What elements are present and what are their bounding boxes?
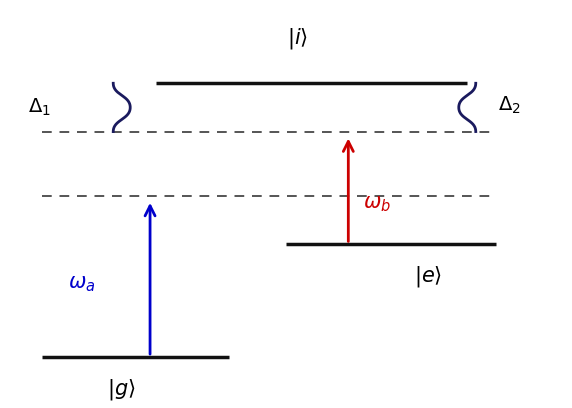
Text: $\omega_b$: $\omega_b$ xyxy=(363,194,391,214)
Text: $\omega_a$: $\omega_a$ xyxy=(68,275,96,295)
Text: $\Delta_2$: $\Delta_2$ xyxy=(498,95,521,116)
Text: $|i\rangle$: $|i\rangle$ xyxy=(287,27,308,51)
Text: $\Delta_1$: $\Delta_1$ xyxy=(28,97,51,118)
Text: $|e\rangle$: $|e\rangle$ xyxy=(414,264,442,289)
Text: $|g\rangle$: $|g\rangle$ xyxy=(108,377,136,401)
